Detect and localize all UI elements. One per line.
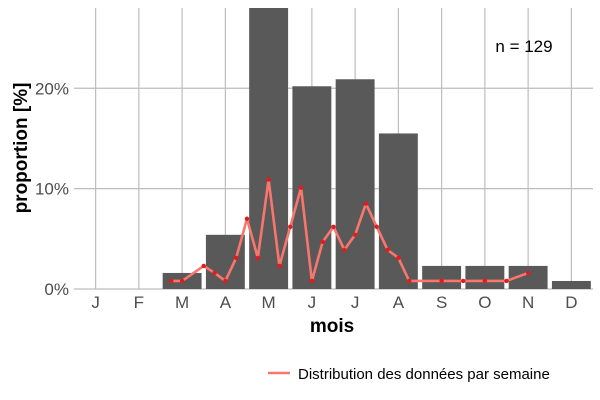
weekly-point — [244, 216, 250, 221]
legend-label: Distribution des données par semaine — [298, 366, 550, 383]
weekly-point — [374, 224, 379, 229]
x-tick-label: M — [262, 293, 276, 312]
x-tick-label: D — [565, 293, 577, 312]
weekly-point — [385, 247, 390, 253]
weekly-point — [406, 278, 412, 284]
weekly-point — [504, 278, 509, 284]
weekly-point — [352, 232, 358, 238]
weekly-point — [255, 255, 261, 261]
weekly-point — [201, 263, 206, 269]
weekly-point — [363, 201, 369, 206]
x-tick-label: S — [436, 293, 447, 312]
weekly-point — [288, 224, 293, 229]
y-tick-label: 0% — [44, 280, 69, 299]
weekly-point — [277, 263, 282, 269]
weekly-point — [320, 239, 325, 245]
weekly-point — [396, 255, 401, 261]
y-tick-label: 10% — [35, 180, 69, 199]
y-axis-title: proportion [%] — [11, 83, 32, 214]
weekly-point — [439, 278, 444, 284]
y-tick-label: 20% — [35, 79, 69, 98]
weekly-point — [461, 278, 466, 284]
x-tick-label: J — [351, 293, 360, 312]
weekly-line-layer — [169, 177, 531, 284]
weekly-point — [212, 270, 217, 276]
x-tick-label: F — [134, 293, 144, 312]
weekly-point — [179, 278, 185, 284]
x-tick-label: J — [308, 293, 317, 312]
weekly-point — [298, 185, 304, 190]
weekly-point — [223, 278, 228, 284]
weekly-point — [266, 177, 271, 182]
x-tick-label: O — [478, 293, 491, 312]
bar — [508, 265, 548, 289]
x-tick-label: M — [175, 293, 189, 312]
weekly-point — [525, 270, 531, 276]
bar — [378, 133, 418, 289]
y-tick-labels: 0% 10% 20% — [35, 79, 69, 299]
bar — [335, 79, 375, 289]
bar — [465, 265, 505, 289]
legend: Distribution des données par semaine — [268, 366, 550, 383]
bars — [162, 8, 591, 290]
x-tick-label: J — [91, 293, 100, 312]
bar — [292, 86, 332, 290]
weekly-point — [233, 255, 239, 261]
weekly-point — [309, 278, 315, 284]
bar — [422, 265, 462, 289]
grid — [74, 8, 593, 290]
weekly-point — [331, 224, 336, 229]
weekly-point — [342, 247, 347, 253]
sample-size-annotation: n = 129 — [495, 37, 552, 56]
x-tick-label: A — [220, 293, 232, 312]
weekly-point — [482, 278, 488, 284]
x-axis-title: mois — [310, 316, 354, 337]
x-tick-label: N — [522, 293, 534, 312]
weekly-point — [169, 278, 174, 284]
bar — [249, 8, 289, 289]
bar — [551, 280, 591, 289]
x-tick-label: A — [393, 293, 405, 312]
